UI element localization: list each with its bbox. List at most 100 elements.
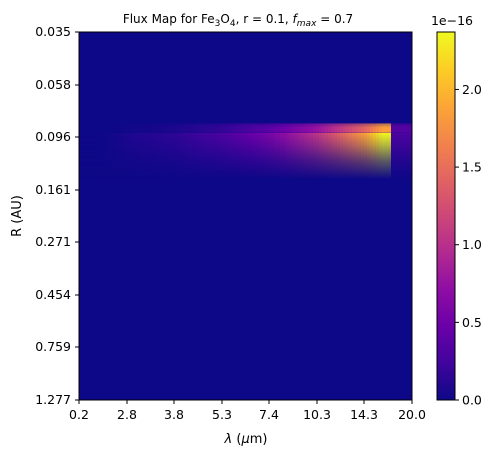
heatmap-cell (304, 123, 308, 133)
heatmap-cell (391, 123, 395, 133)
heatmap-cell (322, 132, 326, 180)
heatmap-cell (79, 123, 83, 133)
heatmap-cell (364, 132, 368, 180)
heatmap-cell (331, 132, 335, 180)
heatmap-cell (154, 123, 158, 133)
heatmap-cell (265, 132, 269, 180)
heatmap-cell (214, 123, 218, 133)
heatmap-cell (118, 123, 122, 133)
heatmap-cell (211, 132, 215, 180)
heatmap-cell (343, 132, 347, 180)
heatmap-cell (223, 132, 227, 180)
heatmap-cell (226, 132, 230, 180)
heatmap-cell (358, 123, 362, 133)
heatmap-cell (388, 132, 392, 180)
heatmap-cell (220, 123, 224, 133)
heatmap-cell (208, 123, 212, 133)
heatmap-cell (232, 123, 236, 133)
heatmap-cell (124, 123, 128, 133)
heatmap-cell (397, 123, 401, 133)
heatmap-cell (313, 132, 317, 180)
heatmap-cell (355, 123, 359, 133)
heatmap-cell (139, 132, 143, 180)
heatmap-cell (355, 132, 359, 180)
heatmap-cell (205, 132, 209, 180)
heatmap-cell (154, 132, 158, 180)
colorbar-tick-label: 0.0 (462, 393, 482, 408)
heatmap-cell (118, 132, 122, 180)
heatmap-cell (394, 132, 398, 180)
heatmap-cell (328, 132, 332, 180)
y-axis: 0.035 0.058 0.096 0.161 0.271 0.454 0.75… (10, 24, 79, 407)
heatmap-cell (178, 132, 182, 180)
heatmap-cell (292, 123, 296, 133)
heatmap-cell (301, 132, 305, 180)
heatmap-cell (103, 123, 107, 133)
heatmap-cell (142, 123, 146, 133)
heatmap-cell (337, 123, 341, 133)
heatmap-cell (151, 132, 155, 180)
heatmap-cell (382, 123, 386, 133)
heatmap-cell (283, 132, 287, 180)
x-tick-label: 14.3 (350, 407, 378, 422)
heatmap-cell (163, 132, 167, 180)
heatmap-cell (94, 123, 98, 133)
heatmap-cell (190, 123, 194, 133)
colorbar-tick-label: 1.0 (462, 237, 482, 252)
heatmap-cell (100, 123, 104, 133)
heatmap-cell (367, 123, 371, 133)
heatmap-cell (352, 123, 356, 133)
heatmap-cell (304, 132, 308, 180)
heatmap-cell (151, 123, 155, 133)
heatmap-cell (196, 123, 200, 133)
flux-band (79, 132, 413, 180)
heatmap-cell (202, 123, 206, 133)
x-axis-label: λ (μm) (224, 432, 268, 447)
heatmap-cell (328, 123, 332, 133)
heatmap-cell (277, 132, 281, 180)
heatmap-cell (109, 123, 113, 133)
heatmap-cell (373, 132, 377, 180)
heatmap-cell (385, 123, 389, 133)
heatmap-cell (250, 123, 254, 133)
heatmap-cell (241, 123, 245, 133)
colorbar-ticks: 0.0 0.5 1.0 1.5 2.0 (455, 82, 482, 408)
heatmap-cell (331, 123, 335, 133)
heatmap-cell (187, 123, 191, 133)
heatmap-cell (376, 123, 380, 133)
heatmap-cell (307, 123, 311, 133)
heatmap-cell (313, 123, 317, 133)
heatmap-cell (160, 132, 164, 180)
heatmap-cell (175, 132, 179, 180)
heatmap-cell (115, 132, 119, 180)
heatmap-cell (334, 132, 338, 180)
heatmap-cell (298, 132, 302, 180)
y-tick-label: 0.454 (35, 287, 71, 302)
heatmap-cell (232, 132, 236, 180)
heatmap-cell (100, 132, 104, 180)
heatmap-cell (406, 123, 410, 133)
heatmap-cell (370, 123, 374, 133)
heatmap-cell (217, 123, 221, 133)
heatmap-cell (382, 132, 386, 180)
heatmap-cell (247, 132, 251, 180)
y-tick-label: 0.035 (35, 24, 71, 39)
colorbar-frame (436, 31, 456, 401)
heatmap-cell (184, 132, 188, 180)
heatmap-cell (400, 132, 404, 180)
heatmap-cell (127, 123, 131, 133)
x-tick-label: 5.3 (212, 407, 232, 422)
plot-frame (78, 31, 413, 401)
heatmap-cell (319, 123, 323, 133)
heatmap-cell (136, 123, 140, 133)
heatmap-cell (172, 123, 176, 133)
heatmap-cell (160, 123, 164, 133)
colorbar-tick-label: 1.5 (462, 160, 482, 175)
heatmap-cell (379, 132, 383, 180)
heatmap-cell (187, 132, 191, 180)
heatmap-cell (181, 132, 185, 180)
heatmap-cell (259, 132, 263, 180)
heatmap-cell (82, 123, 86, 133)
y-tick-label: 1.277 (35, 392, 71, 407)
heatmap-cell (295, 123, 299, 133)
